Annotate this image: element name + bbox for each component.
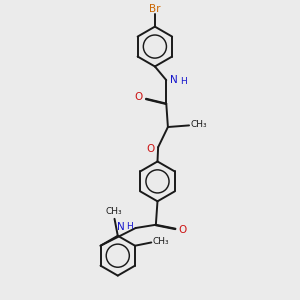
Text: Br: Br [149, 4, 160, 14]
Text: O: O [135, 92, 143, 102]
Text: O: O [147, 143, 155, 154]
Text: H: H [126, 222, 133, 231]
Text: CH₃: CH₃ [153, 237, 169, 246]
Text: O: O [178, 225, 187, 235]
Text: N: N [117, 222, 125, 233]
Text: H: H [180, 77, 187, 86]
Text: CH₃: CH₃ [106, 207, 122, 216]
Text: CH₃: CH₃ [190, 120, 207, 129]
Text: N: N [169, 74, 177, 85]
